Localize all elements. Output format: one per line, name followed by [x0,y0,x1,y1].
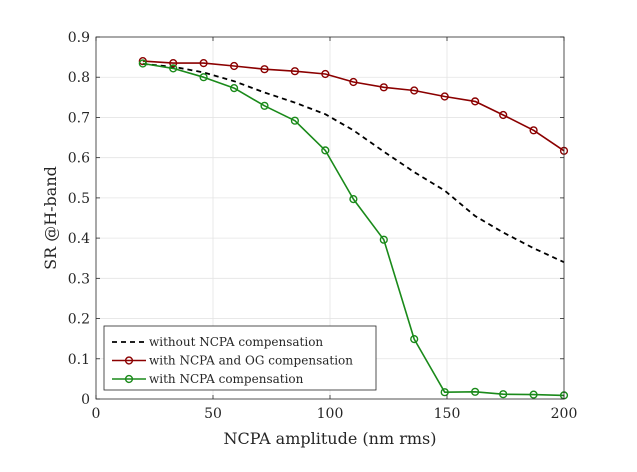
data-point-with-ncpa-and-og-compensation [199,58,208,68]
legend-marker-with-ncpa-compensation [124,374,134,384]
data-point-with-ncpa-and-og-compensation [410,86,419,95]
data-point-with-ncpa-compensation [379,235,388,244]
x-tick-label: 50 [204,406,222,422]
legend-box [103,325,377,391]
x-tick-label: 100 [317,406,344,422]
y-tick-label: 0.6 [68,151,90,167]
legend: without NCPA compensation with NCPA and O… [103,325,377,391]
x-axis-title: NCPA amplitude (nm rms) [224,429,437,448]
legend-label-with-ncpa-and-og-compensation: with NCPA and OG compensation [149,354,353,368]
y-tick-label: 0.1 [68,352,90,368]
data-point-with-ncpa-and-og-compensation [321,69,330,79]
data-point-with-ncpa-and-og-compensation [379,83,388,92]
data-point-with-ncpa-and-og-compensation [290,67,300,76]
x-tick-label: 200 [551,406,578,422]
data-point-with-ncpa-and-og-compensation [440,92,449,101]
ticks: 0 0.1 0.2 0.3 0.4 0.5 0.6 0.7 0.8 0.9 0 50 100 150 200 [68,30,578,422]
data-point-with-ncpa-compensation [499,390,508,399]
y-tick-label: 0.4 [68,231,90,247]
data-point-with-ncpa-and-og-compensation [169,58,178,68]
y-tick-label: 0.9 [68,30,90,46]
y-tick-label: 0.2 [68,312,90,328]
data-point-with-ncpa-compensation [529,390,538,399]
data-point-with-ncpa-compensation [290,116,300,125]
x-tick-label: 150 [434,406,461,422]
data-point-with-ncpa-compensation [321,146,330,155]
data-point-with-ncpa-and-og-compensation [529,126,538,135]
data-point-with-ncpa-compensation [440,388,449,397]
data-point-with-ncpa-compensation [349,195,358,204]
data-point-with-ncpa-compensation [410,335,419,344]
data-point-with-ncpa-compensation [169,64,178,73]
y-tick-label: 0.3 [68,271,90,287]
data-point-with-ncpa-and-og-compensation [260,65,269,74]
data-point-with-ncpa-compensation [260,101,269,110]
data-point-with-ncpa-compensation [471,387,480,396]
data-point-with-ncpa-and-og-compensation [138,56,147,66]
series-line-with-ncpa-compensation [142,62,565,397]
data-point-with-ncpa-compensation [138,59,147,68]
data-point-with-ncpa-and-og-compensation [230,61,239,71]
data-point-with-ncpa-and-og-compensation [471,97,480,106]
series-line-without-ncpa-compensation [142,63,565,264]
data-point-with-ncpa-compensation [230,83,239,93]
y-tick-label: 0.8 [68,70,90,86]
y-axis-title: SR @H-band [41,166,60,270]
data-point-with-ncpa-and-og-compensation [499,110,508,120]
y-tick-label: 0 [81,392,90,408]
y-tick-label: 0.7 [68,110,90,126]
x-tick-label: 0 [92,406,101,422]
y-tick-label: 0.5 [68,191,90,207]
data-point-with-ncpa-compensation [199,73,208,82]
legend-marker-with-ncpa-and-og-compensation [124,356,134,365]
series-layer [138,56,569,400]
series-line-with-ncpa-and-og-compensation [142,60,565,152]
legend-label-without-ncpa-compensation: without NCPA compensation [149,335,323,349]
legend-label-with-ncpa-compensation: with NCPA compensation [149,372,304,386]
data-point-with-ncpa-and-og-compensation [349,77,358,87]
